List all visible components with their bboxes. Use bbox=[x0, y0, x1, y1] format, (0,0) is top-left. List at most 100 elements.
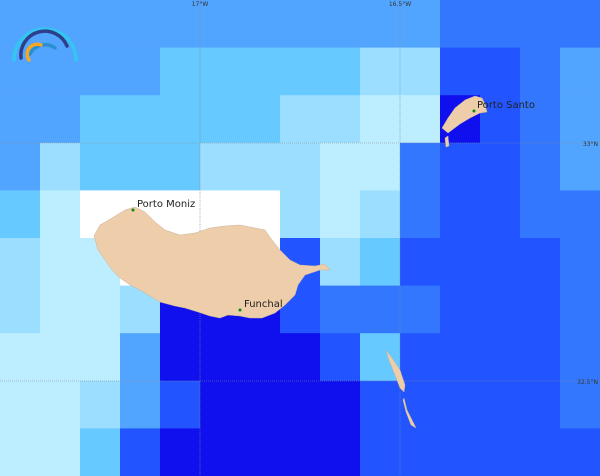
bugio-island bbox=[402, 397, 417, 429]
grid-cell bbox=[360, 190, 401, 239]
grid-cell bbox=[440, 333, 481, 382]
grid-cell bbox=[440, 47, 481, 96]
lat-label-33n: 33°N bbox=[583, 141, 598, 148]
grid-cell bbox=[280, 333, 321, 382]
grid-cell bbox=[440, 238, 481, 287]
grid-cell bbox=[80, 95, 121, 144]
funchal-marker[interactable] bbox=[238, 308, 242, 312]
grid-cell bbox=[80, 142, 121, 191]
grid-cell bbox=[480, 190, 521, 239]
grid-cell bbox=[280, 47, 321, 96]
grid-cell bbox=[40, 380, 81, 429]
grid-cell bbox=[480, 142, 521, 191]
grid-cell bbox=[160, 95, 201, 144]
lon-label-16-5w: 16.5°W bbox=[389, 1, 411, 8]
grid-cell bbox=[120, 428, 161, 476]
grid-cell bbox=[560, 285, 600, 334]
grid-cell bbox=[480, 285, 521, 334]
grid-cell bbox=[360, 238, 401, 287]
grid-cell bbox=[80, 47, 121, 96]
grid-cell bbox=[520, 333, 561, 382]
grid-cell bbox=[560, 190, 600, 239]
grid-cell bbox=[520, 142, 561, 191]
grid-cell bbox=[0, 190, 41, 239]
grid-cell bbox=[400, 47, 441, 96]
grid-cell bbox=[240, 142, 281, 191]
grid-cell bbox=[200, 428, 241, 476]
grid-cell bbox=[480, 380, 521, 429]
grid-cell bbox=[320, 238, 361, 287]
grid-cell bbox=[0, 142, 41, 191]
grid-cell bbox=[320, 190, 361, 239]
grid-cell bbox=[80, 333, 121, 382]
grid-cell bbox=[40, 0, 81, 49]
grid-cell bbox=[400, 285, 441, 334]
grid-cell bbox=[560, 95, 600, 144]
porto-santo-island bbox=[441, 95, 488, 134]
grid-cell bbox=[280, 95, 321, 144]
grid-cell bbox=[520, 238, 561, 287]
grid-cell bbox=[400, 428, 441, 476]
grid-cell bbox=[160, 0, 201, 49]
grid-cell bbox=[240, 95, 281, 144]
lon-label-17w: 17°W bbox=[192, 1, 209, 8]
grid-cell bbox=[320, 142, 361, 191]
place-label-porto-moniz: Porto Moniz bbox=[137, 199, 195, 210]
grid-cell bbox=[560, 238, 600, 287]
porto-santo-marker[interactable] bbox=[472, 109, 476, 113]
grid-cell bbox=[280, 428, 321, 476]
grid-cell bbox=[520, 380, 561, 429]
grid-cell bbox=[400, 333, 441, 382]
grid-cell bbox=[320, 95, 361, 144]
grid-cell bbox=[40, 95, 81, 144]
grid-cell bbox=[160, 380, 201, 429]
grid-cell bbox=[120, 333, 161, 382]
place-markers bbox=[131, 109, 476, 312]
place-label-funchal: Funchal bbox=[244, 299, 283, 310]
grid-cell bbox=[40, 238, 81, 287]
grid-cell bbox=[280, 380, 321, 429]
grid-cell bbox=[360, 142, 401, 191]
grid-cell bbox=[200, 47, 241, 96]
grid-cell bbox=[360, 428, 401, 476]
grid-cell bbox=[120, 95, 161, 144]
grid-cell bbox=[80, 0, 121, 49]
grid-cell bbox=[560, 0, 600, 49]
grid-cell bbox=[0, 333, 41, 382]
grid-cell bbox=[200, 95, 241, 144]
grid-cell bbox=[0, 380, 41, 429]
grid-cell bbox=[440, 142, 481, 191]
rainbow-arc-logo-icon bbox=[12, 27, 78, 62]
grid-cell bbox=[40, 333, 81, 382]
grid-cell bbox=[120, 47, 161, 96]
grid-cell bbox=[240, 428, 281, 476]
grid-cell bbox=[520, 95, 561, 144]
grid-cell bbox=[280, 190, 321, 239]
grid-cell bbox=[400, 238, 441, 287]
grid-cell bbox=[240, 0, 281, 49]
grid-cell bbox=[320, 47, 361, 96]
grid-cell bbox=[240, 380, 281, 429]
grid-cell bbox=[320, 333, 361, 382]
grid-cell bbox=[320, 428, 361, 476]
grid-cell bbox=[440, 285, 481, 334]
grid-cell bbox=[360, 95, 401, 144]
porto-moniz-marker[interactable] bbox=[131, 208, 135, 212]
grid-cell bbox=[280, 0, 321, 49]
grid-cell bbox=[480, 238, 521, 287]
grid-cell bbox=[240, 333, 281, 382]
grid-cell bbox=[480, 0, 521, 49]
grid-cell bbox=[0, 238, 41, 287]
grid-cell bbox=[440, 428, 481, 476]
grid-cell bbox=[120, 0, 161, 49]
grid-cell bbox=[400, 190, 441, 239]
grid-cell bbox=[40, 47, 81, 96]
grid-cell bbox=[520, 285, 561, 334]
grid-cell bbox=[160, 333, 201, 382]
place-label-porto-santo: Porto Santo bbox=[477, 100, 535, 111]
grid-cell bbox=[520, 47, 561, 96]
grid-cell bbox=[0, 95, 41, 144]
